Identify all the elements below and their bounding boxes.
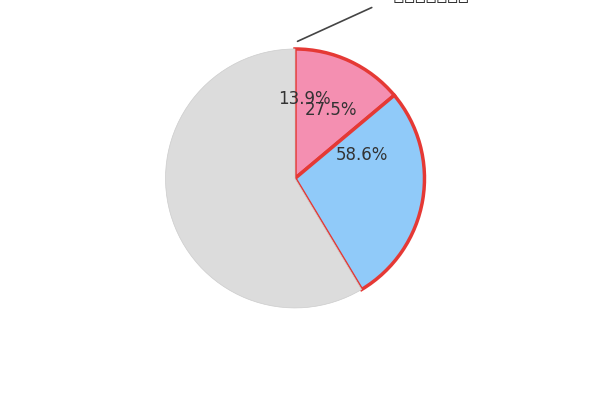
Text: 58.6%: 58.6% xyxy=(336,146,388,164)
Wedge shape xyxy=(295,49,394,178)
Text: 13.9%: 13.9% xyxy=(278,90,331,108)
Text: 41.4%がマークを認知: 41.4%がマークを認知 xyxy=(297,0,469,42)
Wedge shape xyxy=(295,95,424,290)
Text: 27.5%: 27.5% xyxy=(305,100,358,119)
Wedge shape xyxy=(166,49,362,308)
